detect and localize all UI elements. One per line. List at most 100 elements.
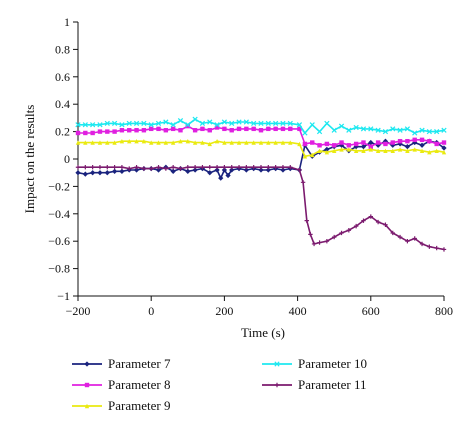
data-point [405, 138, 410, 144]
data-point [368, 144, 373, 149]
data-point [297, 126, 302, 132]
data-point [141, 166, 147, 171]
data-point [163, 119, 169, 125]
data-point [280, 165, 286, 170]
data-point [119, 168, 125, 174]
data-point [97, 170, 103, 176]
data-point [346, 143, 352, 148]
data-point [236, 165, 242, 170]
data-point [265, 167, 271, 173]
data-point [97, 129, 103, 134]
data-point [207, 128, 212, 133]
data-point [149, 140, 154, 145]
data-point [75, 140, 81, 145]
data-point [397, 138, 403, 144]
data-point [75, 165, 81, 170]
data-point [412, 236, 417, 241]
data-point [82, 122, 88, 128]
data-point [111, 168, 118, 174]
y-tick-label: 0 [64, 152, 70, 166]
data-point [288, 126, 293, 132]
data-point [273, 140, 278, 145]
data-point [200, 140, 205, 145]
data-point [134, 165, 139, 170]
data-point [419, 142, 425, 148]
legend-swatch-marker [84, 382, 90, 388]
data-point [200, 126, 205, 132]
data-point [361, 140, 366, 145]
data-point [273, 165, 278, 170]
data-point [310, 140, 315, 145]
data-point [251, 140, 256, 145]
data-point [310, 152, 315, 158]
data-point [383, 222, 388, 227]
legend-label: Parameter 11 [298, 377, 366, 392]
data-point [112, 129, 117, 134]
data-point [324, 120, 330, 127]
data-point [434, 128, 440, 135]
data-point [90, 130, 95, 136]
data-point [426, 128, 432, 135]
data-point [218, 175, 224, 181]
data-point [412, 130, 418, 136]
data-point [338, 123, 345, 129]
data-point [390, 140, 395, 145]
data-point [214, 167, 220, 173]
data-point [404, 126, 411, 132]
data-point [339, 147, 344, 152]
data-point [192, 116, 198, 122]
data-point [185, 122, 191, 128]
data-point [207, 119, 213, 125]
data-point [156, 126, 161, 132]
data-point [97, 122, 103, 128]
data-point [317, 240, 322, 245]
data-point [266, 126, 271, 132]
data-point [331, 127, 337, 133]
data-point [170, 140, 176, 145]
data-point [280, 126, 286, 132]
data-point [156, 165, 161, 170]
data-point [288, 165, 293, 170]
legend-swatch-marker [274, 361, 280, 367]
data-point [75, 170, 81, 176]
data-point [214, 125, 220, 130]
data-point [375, 140, 381, 145]
data-point [353, 141, 359, 147]
data-point [127, 166, 132, 171]
data-point [127, 138, 132, 144]
data-point [419, 127, 425, 133]
data-point [353, 223, 359, 229]
data-point [119, 138, 125, 144]
data-point [434, 141, 439, 147]
data-point [266, 140, 271, 145]
series-line [77, 140, 445, 179]
data-point [83, 130, 88, 136]
data-point [302, 154, 308, 159]
series-lines [75, 116, 447, 252]
data-point [419, 137, 425, 143]
data-point [141, 128, 147, 133]
data-point [353, 124, 359, 131]
data-point [90, 165, 95, 170]
data-point [258, 140, 264, 145]
data-point [441, 140, 447, 145]
y-tick-label: 0.8 [55, 42, 70, 56]
data-point [265, 120, 271, 127]
data-point [105, 165, 110, 170]
data-point [178, 166, 183, 171]
data-point [222, 165, 227, 170]
data-point [297, 141, 302, 147]
data-point [251, 165, 256, 170]
data-point [163, 128, 169, 133]
data-point [170, 165, 176, 170]
data-point [361, 218, 366, 223]
data-point [251, 120, 257, 127]
legend-item: Parameter 11 [262, 377, 366, 392]
data-point [302, 141, 308, 147]
tick-marks: 1 0.8 0.6 0.4 0.2 0 −0.2 −0.4 −0.6 −0.8 −1−200 0 200… [48, 15, 453, 318]
data-point [104, 170, 110, 176]
data-point [251, 126, 256, 132]
y-tick-label: −0.6 [48, 234, 70, 248]
data-point [346, 147, 352, 152]
